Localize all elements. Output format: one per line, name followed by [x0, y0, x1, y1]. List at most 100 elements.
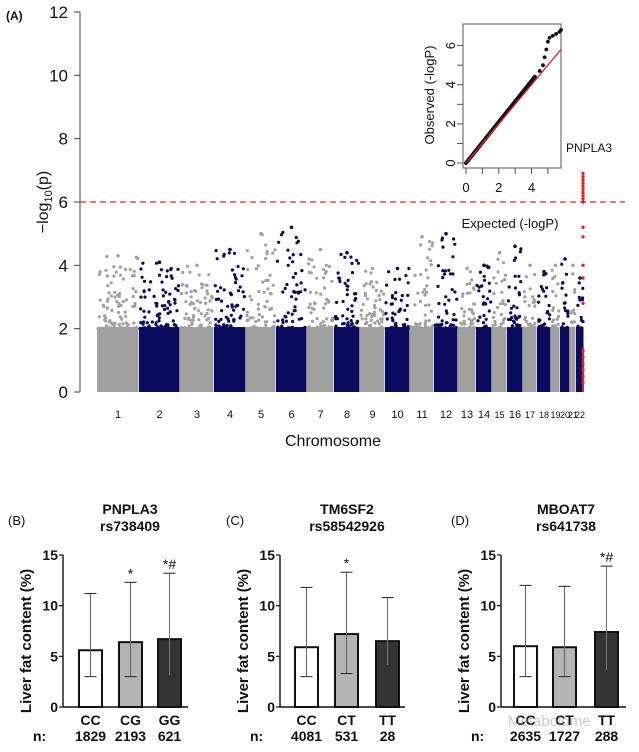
snp-point [189, 326, 193, 330]
snp-point [414, 326, 418, 330]
sample-size-label: 1829 [75, 728, 106, 744]
snp-point [423, 287, 427, 291]
snp-point [294, 297, 298, 301]
snp-point [551, 320, 555, 324]
snp-point [256, 307, 260, 311]
snp-point [180, 283, 184, 287]
snp-point [384, 311, 388, 315]
chromosome-label: 18 [539, 410, 549, 420]
snp-point [369, 280, 373, 284]
snp-point [114, 270, 118, 274]
snp-point [565, 326, 569, 330]
snp-point [161, 325, 165, 329]
snp-point [372, 303, 377, 308]
snp-point [194, 289, 198, 293]
snp-point [291, 319, 295, 324]
snp-point [143, 295, 147, 299]
snp-point [236, 303, 240, 307]
snp-point [391, 318, 395, 322]
y-tick-label: 0 [267, 699, 275, 715]
snp-point [544, 294, 548, 298]
snp-point [106, 327, 110, 331]
snp-point [286, 248, 290, 252]
snp-point [176, 284, 181, 288]
snp-point [131, 287, 135, 291]
snp-point [117, 322, 121, 327]
snp-point [199, 312, 203, 316]
snp-id: rs738409 [100, 518, 160, 534]
snp-peak-point [578, 276, 582, 280]
snp-point [154, 301, 158, 305]
snp-point [364, 317, 368, 321]
snp-point [405, 327, 409, 331]
snp-point [519, 247, 523, 251]
snp-point [262, 290, 266, 294]
chromosome-band [385, 327, 410, 392]
genotype-label: TT [598, 712, 616, 728]
snp-point [548, 313, 552, 317]
snp-point [570, 310, 574, 314]
chromosome-band [246, 327, 276, 392]
chromosome-label: 7 [317, 409, 323, 421]
snp-point [495, 326, 499, 330]
snp-point [335, 300, 339, 304]
chromosome-band [560, 327, 570, 392]
snp-point [359, 313, 363, 317]
snp-point [286, 311, 290, 315]
snp-point [184, 312, 188, 316]
snp-point [459, 321, 463, 325]
qq-y-label: Observed (-logP) [422, 46, 437, 145]
snp-point [424, 303, 428, 307]
snp-point [503, 303, 507, 307]
snp-point [337, 276, 341, 280]
snp-point [227, 251, 231, 255]
snp-point [319, 292, 323, 296]
snp-point [518, 314, 522, 318]
y-tick-label: 0 [488, 699, 496, 715]
snp-point [377, 293, 381, 298]
snp-point [238, 327, 242, 331]
y-axis-label: Liver fat content (%) [235, 569, 252, 713]
snp-point [438, 326, 442, 331]
snp-point [181, 270, 185, 275]
genotype-label: CC [80, 712, 100, 728]
snp-point [250, 256, 254, 260]
snp-point [171, 319, 175, 323]
chromosome-band [180, 327, 214, 392]
snp-point [315, 317, 319, 321]
snp-point [208, 299, 212, 303]
snp-point [292, 309, 296, 313]
snp-point [355, 326, 359, 330]
snp-point [507, 285, 511, 289]
snp-point [469, 319, 473, 323]
snp-point [492, 292, 496, 296]
snp-point [544, 326, 549, 330]
snp-point [393, 312, 397, 316]
snp-point [547, 317, 552, 321]
snp-point [285, 327, 289, 331]
snp-point [533, 304, 537, 308]
snp-point [246, 268, 250, 272]
snp-point [325, 317, 329, 321]
snp-point [493, 319, 497, 324]
snp-point [199, 323, 203, 327]
snp-point [436, 315, 441, 319]
chromosome-label: 21 [568, 410, 578, 420]
snp-point [533, 322, 537, 326]
snp-point [236, 289, 241, 293]
snp-point [204, 301, 208, 305]
snp-point [285, 282, 289, 287]
snp-point [399, 298, 403, 302]
snp-point [578, 298, 582, 302]
snp-point [246, 318, 250, 322]
sample-size-label: 531 [335, 728, 359, 744]
snp-point [533, 272, 537, 277]
snp-point [411, 327, 415, 331]
snp-point [208, 321, 212, 325]
snp-point [530, 316, 535, 320]
snp-point [116, 326, 120, 330]
snp-point [155, 313, 159, 318]
snp-point [580, 298, 585, 302]
